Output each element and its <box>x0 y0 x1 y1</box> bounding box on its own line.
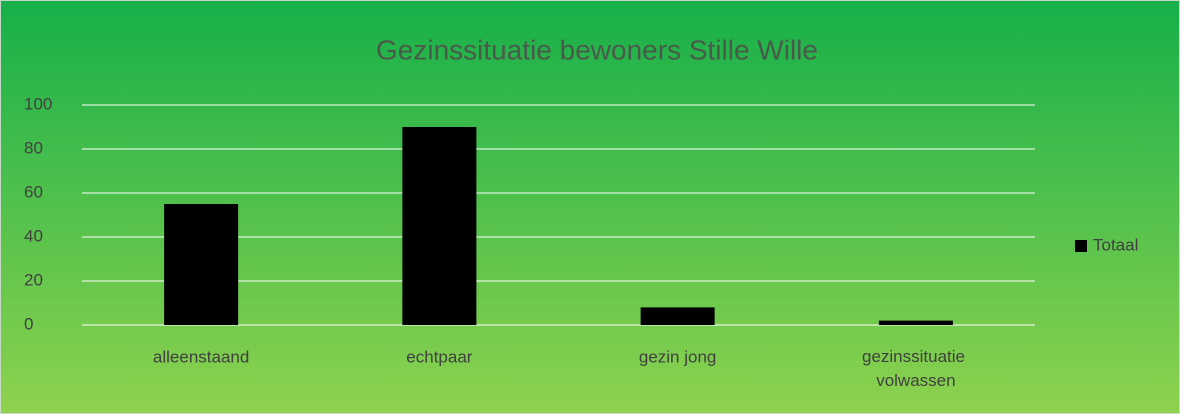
legend-swatch <box>1075 240 1087 252</box>
y-tick-label: 80 <box>24 138 43 157</box>
y-tick-label: 60 <box>24 182 43 201</box>
bar <box>164 204 239 325</box>
x-tick-label: gezin jong <box>639 347 717 366</box>
y-tick-label: 40 <box>24 226 43 245</box>
x-tick-label: gezinssituatie volwassen <box>862 347 970 390</box>
y-tick-label: 0 <box>24 314 33 333</box>
bar <box>402 127 477 325</box>
x-tick-label: echtpaar <box>406 347 472 366</box>
bar <box>878 320 953 325</box>
bar <box>640 307 715 325</box>
legend-label: Totaal <box>1093 235 1138 254</box>
x-tick-label: alleenstaand <box>153 347 249 366</box>
y-tick-label: 20 <box>24 270 43 289</box>
chart-title: Gezinssituatie bewoners Stille Wille <box>376 34 818 65</box>
y-tick-label: 100 <box>24 94 52 113</box>
